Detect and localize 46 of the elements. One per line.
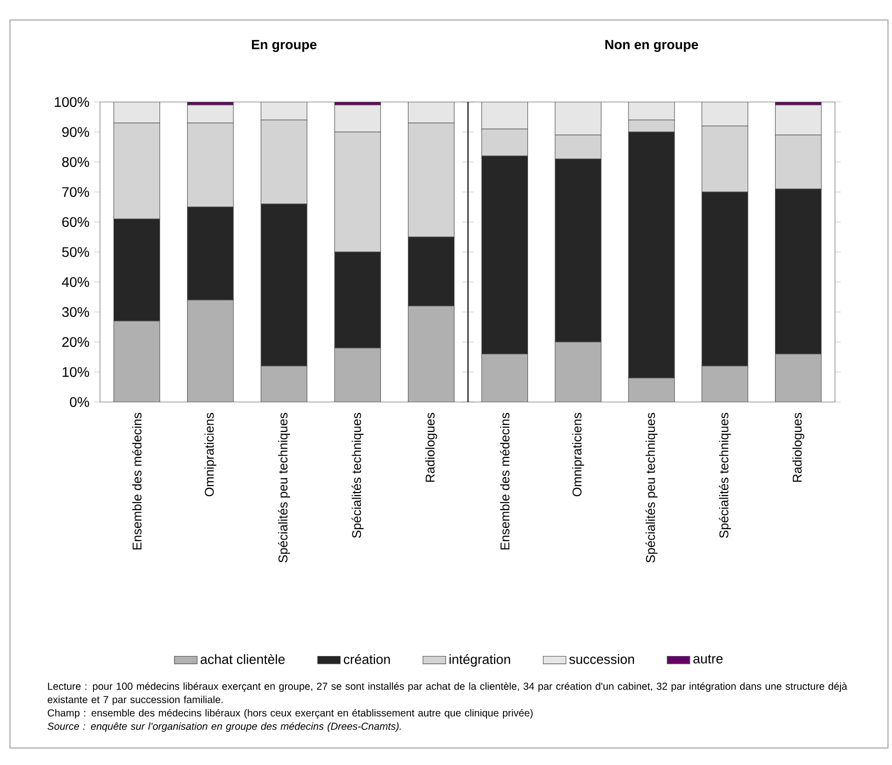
bar [408, 102, 454, 124]
x-tick-label: Spécialités techniques [718, 412, 731, 538]
x-tick-label: Ensemble des médecins [132, 412, 142, 550]
chart-title: En groupe [252, 40, 317, 52]
bar [114, 102, 160, 124]
y-tick-label: 30% [62, 307, 90, 317]
bar [334, 348, 381, 402]
x-tick-label: Spécialités peu techniques [646, 412, 658, 563]
legend-label: autre [693, 654, 723, 664]
x-tick-label: Spécialités peu techniques [278, 412, 290, 563]
x-tick-label: Radiologues [425, 412, 438, 482]
y-tick-label: 80% [62, 157, 90, 167]
bar [334, 104, 381, 132]
y-tick-label: 50% [62, 247, 90, 257]
y-tick-label: 40% [62, 277, 90, 287]
bar [114, 320, 160, 402]
legend-label: achat clientèle [200, 654, 285, 664]
x-tick-label: Omnipraticiens [204, 412, 216, 496]
legend-label: intégration [450, 654, 510, 667]
bar [481, 102, 528, 130]
y-tick-label: 70% [62, 187, 90, 197]
bar [260, 102, 308, 120]
y-tick-label: 60% [62, 217, 90, 227]
bar [408, 306, 454, 402]
bar [187, 104, 234, 124]
source-note: Source : enquête sur l’organisation en groupe des médecins (Drees-Cnamts). [48, 722, 401, 732]
bar [260, 366, 308, 402]
y-tick-label: 0% [70, 397, 90, 407]
y-tick-label: 100% [54, 97, 90, 107]
text: Lecture : pour 100 médecins libéraux exerçant en groupe, 27 se sont installés par achat de la clientèle, 34 par création d'un cabinet, 32 par intégration dans une structure déjà existante et 7 par succession familiale. [48, 682, 848, 706]
bar [554, 102, 602, 136]
bar [702, 102, 748, 126]
y-tick-label: 10% [62, 367, 90, 377]
chart-title: Non en groupe [605, 40, 698, 52]
bar [628, 102, 675, 120]
text: Champ : ensemble des médecins libéraux (hors ceux exerçant en établissement autre que clinique privée) [48, 708, 533, 719]
y-tick-label: 90% [62, 127, 90, 137]
x-tick-label: Ensemble des médecins [500, 412, 510, 550]
bar [187, 300, 234, 402]
x-tick-label: Omnipraticiens [572, 412, 584, 496]
x-tick-label: Radiologues [792, 412, 804, 482]
legend-label: création [344, 654, 390, 664]
x-tick-label: Spécialités techniques [352, 412, 364, 538]
y-tick-label: 20% [62, 337, 90, 347]
bar [775, 104, 822, 136]
legend-label: succession [569, 654, 634, 664]
